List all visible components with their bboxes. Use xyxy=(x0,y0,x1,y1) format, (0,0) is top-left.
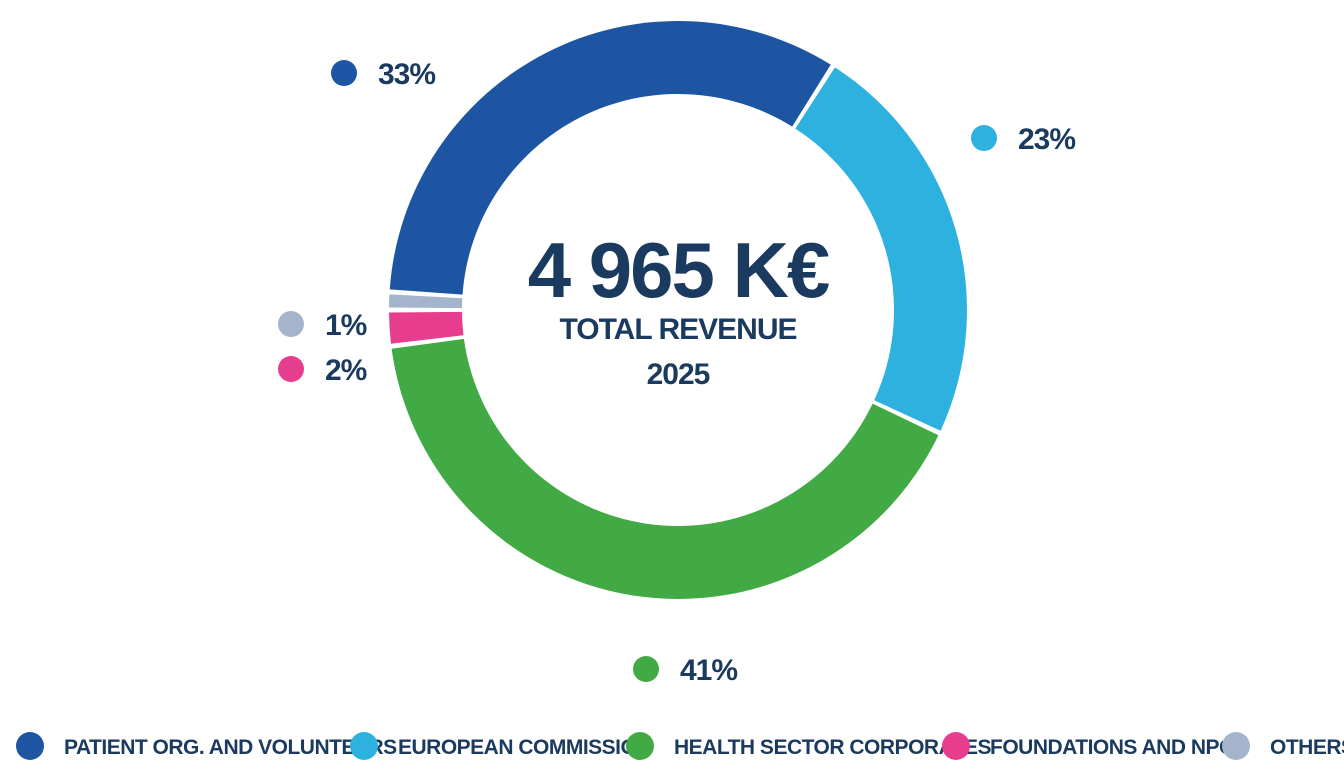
legend-label: EUROPEAN COMMISSION xyxy=(398,736,651,759)
legend-label: OTHERS xyxy=(1270,736,1344,759)
slice-foundations-and-npos xyxy=(389,311,464,344)
percent-dot xyxy=(971,125,997,151)
percent-labels: 1% 33% 23% 41% 2% xyxy=(278,58,1076,687)
legend-swatch xyxy=(626,732,654,760)
percent-label: 33% xyxy=(378,58,435,91)
legend-swatch xyxy=(1222,732,1250,760)
slice-others xyxy=(389,294,463,309)
legend-label: HEALTH SECTOR CORPORATES xyxy=(674,736,992,759)
percent-label: 2% xyxy=(325,354,367,387)
percent-label: 1% xyxy=(325,309,367,342)
percent-dot xyxy=(278,356,304,382)
percent-dot xyxy=(633,656,659,682)
legend-label: FOUNDATIONS AND NPOS xyxy=(990,736,1249,759)
percent-label: 41% xyxy=(680,654,737,687)
percent-label: 23% xyxy=(1018,123,1075,156)
legend-swatch xyxy=(350,732,378,760)
legend-label: PATIENT ORG. AND VOLUNTEERS xyxy=(64,736,397,759)
donut-slices xyxy=(389,21,967,600)
percent-dot xyxy=(278,311,304,337)
total-revenue-label: TOTAL REVENUE xyxy=(559,313,796,346)
percent-dot xyxy=(331,60,357,86)
total-revenue-value: 4 965 K€ xyxy=(528,226,830,314)
slice-european-commission xyxy=(795,67,967,431)
legend-swatch xyxy=(16,732,44,760)
total-revenue-year: 2025 xyxy=(647,358,710,391)
slice-patient-org-and-volunteers xyxy=(389,21,831,295)
chart-legend: PATIENT ORG. AND VOLUNTEERS EUROPEAN COMM… xyxy=(16,732,1344,760)
slice-health-sector-corporates xyxy=(391,338,939,600)
legend-swatch xyxy=(942,732,970,760)
